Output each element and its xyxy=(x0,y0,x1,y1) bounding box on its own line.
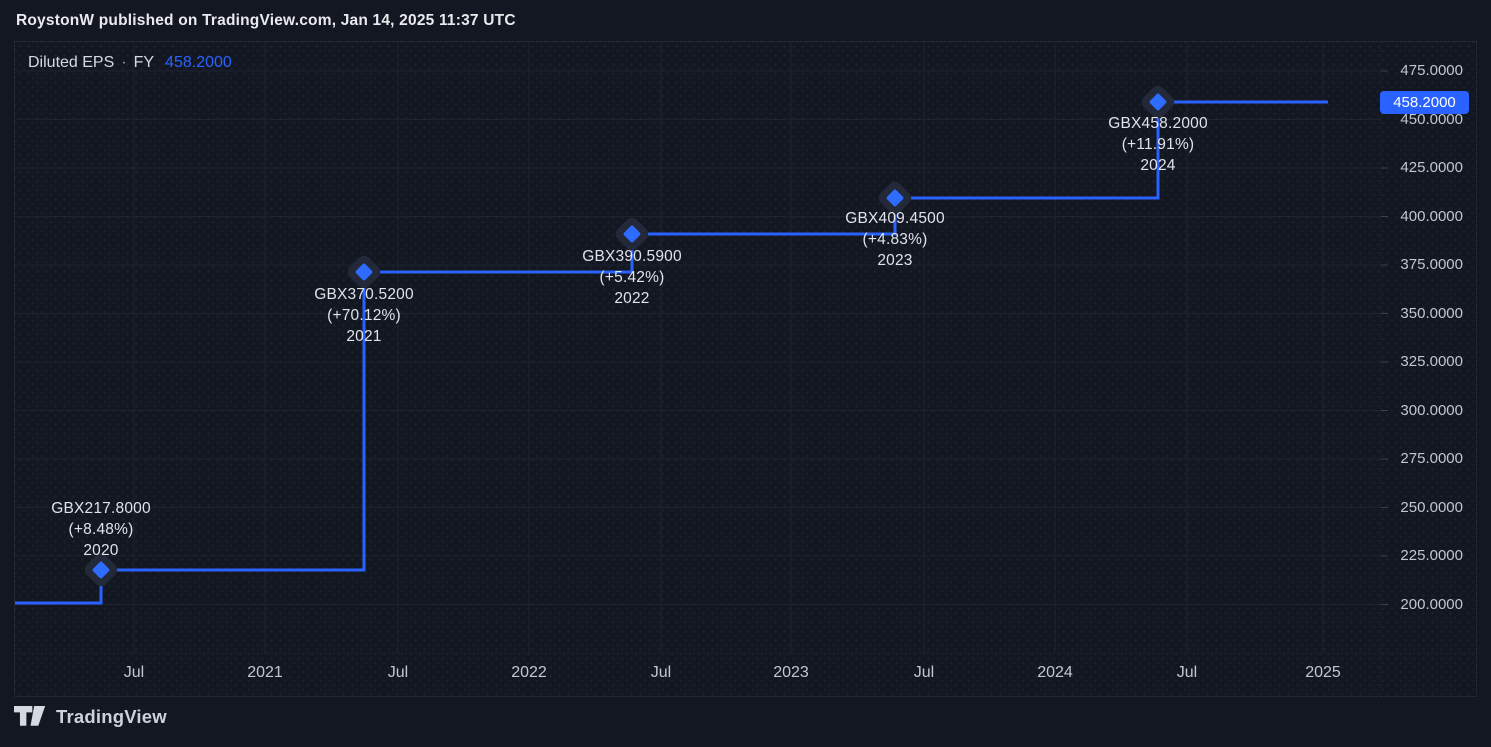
price-tick-label: 225.0000 xyxy=(1400,547,1463,564)
price-tick-label: 350.0000 xyxy=(1400,304,1463,322)
price-tick-label: 425.0000 xyxy=(1400,159,1463,176)
price-tick-label: 450.0000 xyxy=(1400,110,1463,128)
horizontal-gridlines xyxy=(15,70,1381,605)
last-price-badge: 458.2000 xyxy=(1380,91,1469,114)
point-change: (+4.83%) xyxy=(862,231,928,248)
time-tick-label: Jul xyxy=(1176,664,1198,681)
point-value: GBX370.5200 xyxy=(314,286,414,303)
time-tick-label: 2024 xyxy=(1037,664,1073,681)
point-year: 2020 xyxy=(83,542,119,559)
point-label-2021: GBX370.5200 (+70.12%) 2021 xyxy=(274,284,454,347)
data-point-marker-2022[interactable] xyxy=(613,215,651,253)
eps-step-line[interactable] xyxy=(15,100,1328,605)
series-last-value: 458.2000 xyxy=(165,54,232,71)
attribution-footer[interactable]: TradingView xyxy=(14,705,167,729)
point-change: (+8.48%) xyxy=(68,521,134,538)
legend-separator: · xyxy=(121,54,127,71)
time-tick-label: Jul xyxy=(387,664,409,681)
point-label-2024: GBX458.2000 (+11.91%) 2024 xyxy=(1068,113,1248,176)
chart-canvas[interactable] xyxy=(15,42,1478,698)
price-tick-label: 375.0000 xyxy=(1400,256,1463,273)
point-year: 2024 xyxy=(1140,157,1176,174)
price-tick-label: 200.0000 xyxy=(1400,595,1463,613)
point-change: (+70.12%) xyxy=(327,307,401,324)
price-tick-label: 325.0000 xyxy=(1400,353,1463,370)
tradingview-logo-icon xyxy=(14,706,46,726)
chart-widget[interactable]: Diluted EPS · FY 458.2000 GBX217.8000 (+… xyxy=(11,41,1478,698)
price-axis-ticks xyxy=(1381,70,1388,605)
price-tick-label: 300.0000 xyxy=(1400,401,1463,419)
chart-legend[interactable]: Diluted EPS · FY 458.2000 xyxy=(28,54,232,72)
data-point-marker-2023[interactable] xyxy=(876,179,914,217)
point-value: GBX458.2000 xyxy=(1108,115,1208,132)
point-label-2023: GBX409.4500 (+4.83%) 2023 xyxy=(805,208,985,271)
publish-header: RoystonW published on TradingView.com, J… xyxy=(0,0,1491,41)
price-tick-label: 400.0000 xyxy=(1400,207,1463,225)
data-point-marker-2021[interactable] xyxy=(345,253,383,291)
publish-title: RoystonW published on TradingView.com, J… xyxy=(16,11,516,29)
price-tick-label: 250.0000 xyxy=(1400,498,1463,516)
data-point-marker-2020[interactable] xyxy=(82,551,120,589)
point-year: 2021 xyxy=(346,328,382,345)
time-tick-label: 2023 xyxy=(773,664,809,681)
time-tick-label: 2025 xyxy=(1305,664,1341,681)
point-change: (+11.91%) xyxy=(1121,136,1195,153)
point-value: GBX409.4500 xyxy=(845,210,945,227)
last-price-badge-value: 458.2000 xyxy=(1393,94,1456,111)
point-change: (+5.42%) xyxy=(599,269,665,286)
series-timeframe: FY xyxy=(133,54,155,71)
time-tick-label: Jul xyxy=(650,664,672,681)
time-tick-label: Jul xyxy=(123,664,145,681)
series-title: Diluted EPS xyxy=(28,54,115,71)
point-label-2020: GBX217.8000 (+8.48%) 2020 xyxy=(11,498,191,561)
point-year: 2023 xyxy=(877,252,913,269)
time-tick-label: Jul xyxy=(913,664,935,681)
vertical-gridlines xyxy=(133,42,1324,653)
point-value: GBX390.5900 xyxy=(582,248,682,265)
point-label-2022: GBX390.5900 (+5.42%) 2022 xyxy=(542,246,722,309)
price-tick-label: 275.0000 xyxy=(1400,450,1463,467)
price-tick-label: 475.0000 xyxy=(1400,62,1463,79)
tradingview-logo-text: TradingView xyxy=(56,706,167,727)
time-tick-label: 2021 xyxy=(247,664,283,681)
time-axis[interactable]: Jul 2021 Jul 2022 Jul 2023 Jul 2024 Jul … xyxy=(15,652,1381,696)
price-axis[interactable]: 475.0000 450.0000 425.0000 400.0000 375.… xyxy=(1379,42,1476,653)
point-year: 2022 xyxy=(614,290,650,307)
point-value: GBX217.8000 xyxy=(51,500,151,517)
time-tick-label: 2022 xyxy=(511,664,547,681)
data-point-marker-2024[interactable] xyxy=(1139,83,1177,121)
